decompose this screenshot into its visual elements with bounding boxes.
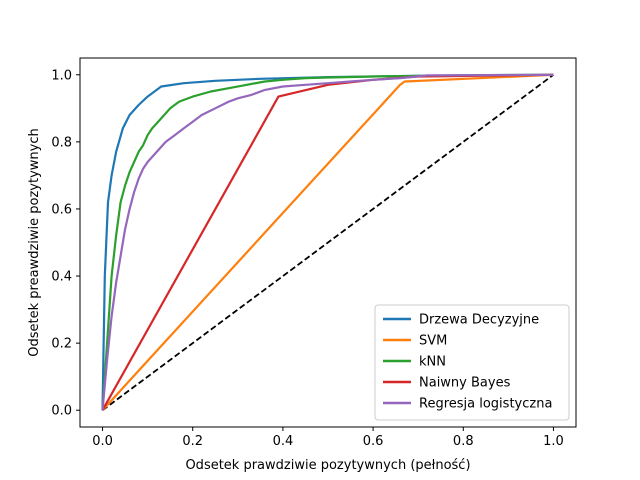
legend-label-0: Drzewa Decyzyjne (419, 313, 539, 328)
y-tick-label: 0.4 (51, 270, 72, 285)
y-tick-label: 0.0 (51, 404, 72, 419)
legend-box (374, 304, 570, 421)
plot-frame (79, 57, 577, 428)
x-tick-label: 0.4 (273, 434, 294, 449)
y-axis-label: Odsetek preawdziwie pozytywnych (27, 128, 42, 356)
y-axis-ticks: 0.0 0.2 0.4 0.6 0.8 1.0 (51, 68, 80, 419)
chance-diagonal-line (102, 74, 554, 411)
plot-lines (101, 73, 554, 411)
legend-label-4: Regresja logistyczna (419, 397, 552, 412)
y-tick-label: 1.0 (51, 68, 72, 83)
legend-label-1: SVM (419, 334, 447, 349)
series-line-4 (101, 73, 554, 411)
y-tick-label: 0.2 (51, 337, 72, 352)
y-tick-label: 0.6 (51, 202, 72, 217)
series-line-2 (101, 73, 554, 411)
series-line-1 (101, 73, 554, 411)
x-tick-label: 0.2 (182, 434, 203, 449)
legend: Drzewa Decyzyjne SVM kNN Naiwny Bayes Regres… (374, 304, 570, 421)
x-tick-label: 1.0 (543, 434, 564, 449)
x-tick-label: 0.6 (363, 434, 384, 449)
x-axis-ticks: 0.0 0.2 0.4 0.6 0.8 1.0 (92, 427, 564, 449)
x-axis-label: Odsetek prawdziwie pozytywnych (pełność) (185, 458, 470, 473)
x-tick-label: 0.0 (92, 434, 113, 449)
legend-label-2: kNN (419, 355, 446, 370)
x-tick-label: 0.8 (453, 434, 474, 449)
legend-label-3: Naiwny Bayes (419, 376, 511, 391)
y-tick-label: 0.8 (51, 135, 72, 150)
